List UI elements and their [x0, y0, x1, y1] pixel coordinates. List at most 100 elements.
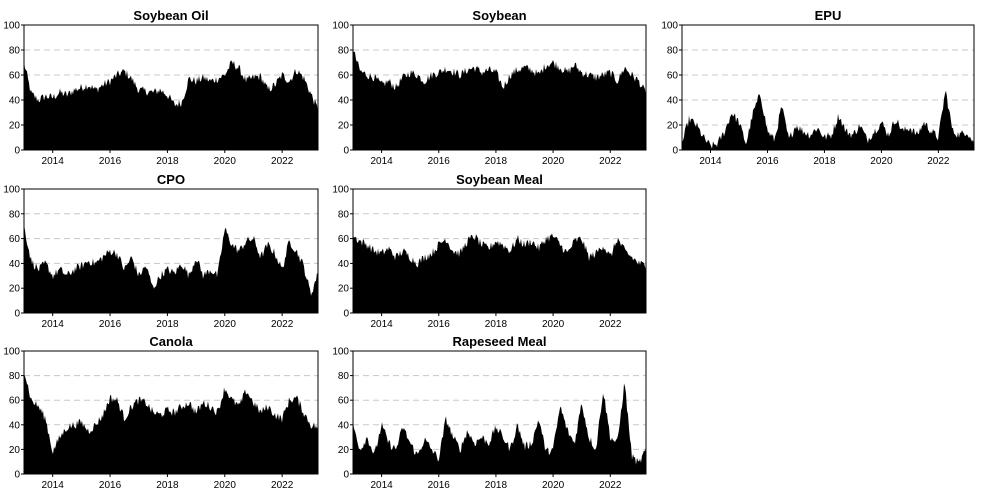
y-tick-label: 100 [332, 21, 349, 32]
x-tick-label: 2018 [485, 156, 508, 167]
y-tick-label: 80 [338, 46, 350, 57]
y-tick-label: 80 [9, 209, 21, 220]
y-tick-label: 60 [9, 396, 21, 407]
y-tick-label: 80 [9, 46, 21, 57]
y-tick-label: 100 [332, 347, 349, 358]
y-tick-label: 60 [338, 71, 350, 82]
x-tick-label: 2018 [156, 156, 179, 167]
plot-frame [352, 350, 647, 475]
x-tick-label: 2020 [214, 156, 237, 167]
y-tick-label: 20 [9, 445, 21, 456]
x-tick-label: 2016 [99, 480, 122, 491]
y-tick-label: 40 [338, 420, 350, 431]
x-tick-label: 2016 [428, 480, 451, 491]
x-tick-label: 2020 [542, 156, 565, 167]
y-tick-label: 20 [338, 445, 350, 456]
plot-frame [23, 24, 319, 151]
y-tick-label: 80 [338, 209, 350, 220]
x-tick-label: 2018 [485, 480, 508, 491]
x-tick-label: 2018 [156, 319, 179, 330]
plot-frame [352, 188, 647, 314]
x-tick-label: 2018 [813, 156, 836, 167]
plot-frame [681, 24, 975, 151]
y-tick-label: 40 [338, 259, 350, 270]
panel-6: 0 20 40 60 80 100 2014 2016 2018 2020 2022 Canola [3, 334, 319, 491]
series-area [353, 383, 646, 474]
y-tick-label: 40 [667, 96, 679, 107]
y-tick-label: 60 [667, 71, 679, 82]
panel-title: Soybean [472, 8, 526, 23]
y-tick-label: 0 [14, 470, 20, 481]
y-tick-label: 0 [343, 309, 349, 320]
y-tick-label: 0 [14, 146, 20, 157]
y-tick-label: 100 [3, 21, 20, 32]
y-tick-label: 80 [667, 46, 679, 57]
y-tick-label: 20 [9, 284, 21, 295]
series-area [24, 373, 318, 474]
y-tick-label: 0 [343, 146, 349, 157]
x-tick-label: 2014 [42, 480, 65, 491]
y-tick-label: 100 [3, 185, 20, 196]
x-tick-label: 2022 [599, 319, 622, 330]
x-tick-label: 2016 [99, 319, 122, 330]
y-tick-label: 100 [3, 347, 20, 358]
y-tick-label: 20 [338, 284, 350, 295]
panel-7: 0 20 40 60 80 100 2014 2016 2018 2020 2022 Rapeseed… [332, 334, 647, 491]
y-tick-label: 60 [338, 234, 350, 245]
panel-title: Soybean Meal [456, 172, 543, 187]
x-tick-label: 2022 [599, 480, 622, 491]
y-tick-label: 60 [9, 71, 21, 82]
x-tick-label: 2018 [156, 480, 179, 491]
y-tick-label: 0 [14, 309, 20, 320]
y-tick-label: 40 [9, 420, 21, 431]
plot-frame [23, 350, 319, 475]
x-tick-label: 2014 [699, 156, 722, 167]
series-area [24, 60, 318, 150]
x-tick-label: 2014 [370, 156, 393, 167]
x-tick-label: 2022 [271, 319, 294, 330]
x-tick-label: 2020 [214, 480, 237, 491]
plot-frame [23, 188, 319, 314]
x-tick-label: 2022 [599, 156, 622, 167]
series-area [682, 90, 974, 150]
series-area [353, 233, 646, 313]
y-tick-label: 20 [338, 121, 350, 132]
y-tick-label: 0 [672, 146, 678, 157]
y-tick-label: 40 [9, 96, 21, 107]
x-tick-label: 2014 [42, 319, 65, 330]
panel-title: Rapeseed Meal [453, 334, 547, 349]
panel-4: 0 20 40 60 80 100 2014 2016 2018 2020 2022 CPO [3, 172, 319, 330]
panel-5: 0 20 40 60 80 100 2014 2016 2018 2020 2022 Soybean … [332, 172, 647, 330]
panel-title: EPU [815, 8, 842, 23]
series-area [24, 224, 318, 313]
x-tick-label: 2020 [870, 156, 893, 167]
x-tick-label: 2020 [542, 319, 565, 330]
y-tick-label: 60 [9, 234, 21, 245]
panel-title: CPO [157, 172, 185, 187]
y-tick-label: 40 [338, 96, 350, 107]
x-tick-label: 2014 [370, 480, 393, 491]
x-tick-label: 2022 [927, 156, 950, 167]
x-tick-label: 2016 [428, 319, 451, 330]
x-tick-label: 2014 [42, 156, 65, 167]
y-tick-label: 20 [9, 121, 21, 132]
x-tick-label: 2022 [271, 156, 294, 167]
panel-2: 0 20 40 60 80 100 2014 2016 2018 2020 2022 Soybean [332, 8, 647, 167]
x-tick-label: 2020 [542, 480, 565, 491]
y-tick-label: 20 [667, 121, 679, 132]
panel-3: 0 20 40 60 80 100 2014 2016 2018 2020 2022 EPU [661, 8, 975, 167]
y-tick-label: 100 [661, 21, 678, 32]
y-tick-label: 80 [338, 371, 350, 382]
plot-frame [352, 24, 647, 151]
panel-1: 0 20 40 60 80 100 2014 2016 2018 2020 2022 Soybean … [3, 8, 319, 167]
x-tick-label: 2014 [370, 319, 393, 330]
x-tick-label: 2018 [485, 319, 508, 330]
x-tick-label: 2016 [99, 156, 122, 167]
y-tick-label: 40 [9, 259, 21, 270]
y-tick-label: 80 [9, 371, 21, 382]
series-area [353, 51, 646, 150]
y-tick-label: 60 [338, 396, 350, 407]
x-tick-label: 2016 [756, 156, 779, 167]
panel-title: Canola [149, 334, 193, 349]
